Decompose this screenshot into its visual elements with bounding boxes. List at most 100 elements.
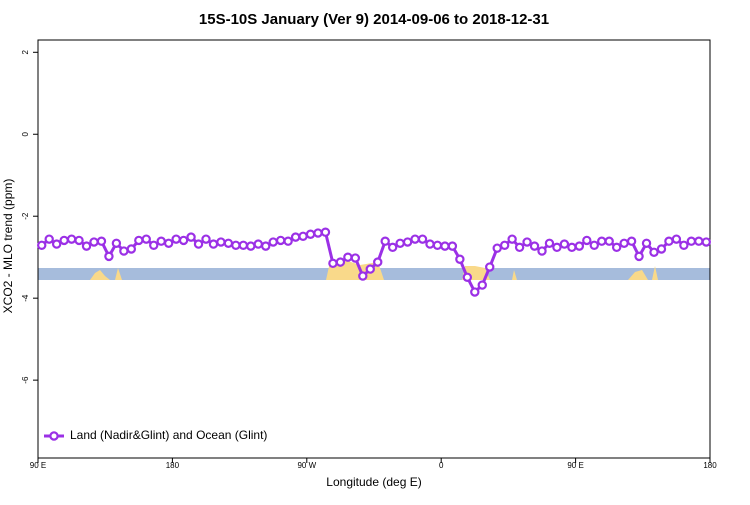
point	[298, 231, 308, 241]
point	[126, 244, 137, 254]
point	[119, 246, 129, 256]
point	[343, 252, 353, 262]
y-tick-label: 2	[21, 50, 30, 55]
point	[365, 264, 375, 274]
point	[462, 272, 473, 282]
point	[440, 241, 450, 251]
point	[290, 232, 301, 242]
point	[81, 241, 92, 251]
point	[626, 236, 637, 246]
point	[410, 234, 420, 244]
point	[350, 253, 361, 263]
point	[44, 234, 54, 244]
point	[485, 262, 495, 272]
y-tick-label: -2	[21, 212, 30, 220]
point	[417, 234, 428, 244]
point	[477, 280, 487, 290]
point	[358, 271, 368, 281]
point	[649, 247, 659, 257]
point	[664, 236, 674, 246]
point	[380, 236, 390, 246]
point	[231, 240, 241, 251]
legend-marker	[49, 431, 59, 441]
point	[656, 244, 667, 254]
point	[455, 254, 465, 264]
x-tick-label: 180	[703, 461, 717, 470]
point	[171, 234, 181, 244]
point	[51, 239, 62, 249]
y-tick-label: 0	[21, 131, 30, 136]
point	[320, 227, 331, 237]
point	[589, 240, 599, 251]
point	[59, 235, 69, 246]
point	[37, 240, 47, 251]
land	[628, 270, 648, 280]
point	[238, 240, 249, 251]
point	[66, 234, 77, 244]
x-axis-label: Longitude (deg E)	[326, 475, 421, 489]
point	[514, 242, 525, 253]
point	[694, 236, 704, 246]
x-tick-label: 180	[166, 461, 180, 470]
point	[201, 234, 211, 244]
point	[96, 236, 107, 246]
x-tick-label: 0	[439, 461, 444, 470]
point	[208, 239, 219, 249]
point	[268, 237, 278, 247]
point	[470, 287, 480, 297]
chart-title: 15S-10S January (Ver 9) 2014-09-06 to 20…	[199, 11, 549, 28]
y-axis-label: XCO2 - MLO trend (ppm)	[1, 179, 15, 314]
point	[529, 241, 540, 251]
point	[395, 238, 405, 248]
point	[544, 238, 555, 248]
point	[604, 236, 614, 246]
point	[499, 240, 510, 251]
point	[328, 258, 338, 269]
point	[178, 235, 189, 246]
point	[402, 237, 413, 247]
point	[305, 229, 316, 239]
point	[163, 238, 174, 248]
point	[335, 257, 346, 267]
y-tick-label: -4	[21, 294, 30, 302]
point	[559, 239, 570, 249]
point	[447, 241, 458, 251]
point	[193, 239, 204, 249]
point	[567, 242, 577, 253]
point	[387, 242, 398, 253]
point	[223, 238, 234, 248]
point	[253, 239, 263, 249]
land	[115, 268, 122, 280]
point	[582, 235, 592, 246]
point	[507, 234, 517, 244]
legend-item: Land (Nadir&Glint) and Ocean (Glint)	[44, 428, 267, 442]
x-tick-label: 90 E	[567, 461, 583, 470]
point	[619, 238, 629, 248]
point	[432, 240, 443, 251]
point	[611, 242, 622, 253]
legend-label: Land (Nadir&Glint) and Ocean (Glint)	[70, 428, 267, 442]
point	[425, 239, 435, 249]
point	[537, 246, 547, 256]
point	[134, 235, 144, 246]
point	[552, 242, 562, 253]
point	[283, 236, 293, 246]
point	[275, 235, 286, 246]
point	[373, 257, 383, 267]
point	[671, 234, 682, 244]
point	[701, 237, 711, 247]
point	[492, 243, 502, 253]
plot-frame	[37, 39, 711, 459]
point	[89, 237, 99, 247]
x-tick-label: 90 E	[30, 461, 46, 470]
point	[597, 236, 607, 246]
x-tick-label: 90 W	[297, 461, 316, 470]
point	[313, 228, 323, 238]
point	[216, 237, 226, 247]
y-tick-label: -6	[21, 376, 30, 384]
point	[111, 238, 122, 248]
point	[156, 236, 166, 246]
land	[652, 266, 658, 280]
point	[186, 232, 196, 242]
